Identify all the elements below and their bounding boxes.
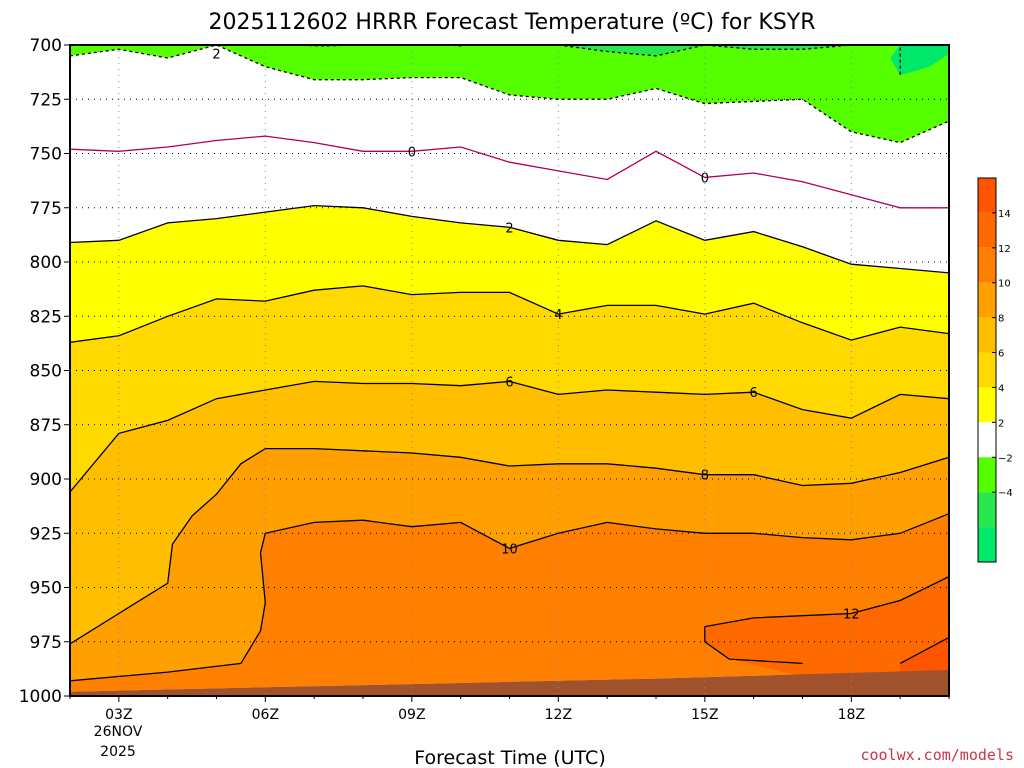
ground-surface xyxy=(70,670,949,696)
x-tick-label: 09Z xyxy=(398,707,425,723)
x-date-line1: 26NOV xyxy=(94,724,143,740)
isotherm-line xyxy=(70,513,949,682)
isotherm-line xyxy=(899,636,949,664)
colorbar-segment xyxy=(978,422,996,458)
colorbar-segment xyxy=(978,178,996,213)
x-tick-label: 06Z xyxy=(252,707,279,723)
isotherm-line xyxy=(704,626,803,665)
band-14-16 xyxy=(900,637,949,673)
contour-label: 6 xyxy=(505,375,513,390)
colorbar: 14 12 10 8 6 4 2 −2 −4 xyxy=(977,177,1013,563)
colorbar-tick-label: 12 xyxy=(998,244,1011,255)
contour-label-text: 2 xyxy=(505,221,513,236)
y-tick-label: 750 xyxy=(30,145,62,165)
y-tick-label: 975 xyxy=(30,633,62,653)
isotherm-line xyxy=(70,285,949,343)
colorbar-segment xyxy=(978,387,996,423)
contour-label: 8 xyxy=(701,469,709,484)
colorbar-tick-label: 4 xyxy=(998,383,1004,394)
y-tick-label: 950 xyxy=(30,579,62,599)
contour-label: 6 xyxy=(750,386,758,401)
contour-label: 2 xyxy=(212,48,220,63)
contour-label-text: 0 xyxy=(408,145,416,160)
band-lt-m4 xyxy=(890,45,949,76)
colorbar-segment xyxy=(978,527,996,562)
contour-label-text: 4 xyxy=(554,308,562,323)
y-tick-label: 825 xyxy=(30,307,62,327)
colorbar-tick-label: 6 xyxy=(998,349,1004,360)
contour-label-text: 6 xyxy=(505,375,513,390)
x-tick-label: 03Z xyxy=(105,707,132,723)
colorbar-segment xyxy=(978,457,996,493)
band-4-6 xyxy=(70,285,949,492)
colorbar-tick-label: 2 xyxy=(998,418,1004,429)
y-tick-label: 850 xyxy=(30,362,62,382)
isotherm-line xyxy=(70,135,949,209)
y-tick-label: 725 xyxy=(30,90,62,110)
isotherm-line xyxy=(558,45,852,57)
colorbar-tick-label: 10 xyxy=(998,279,1011,290)
isotherm-line xyxy=(70,380,949,493)
y-tick-label: 925 xyxy=(30,524,62,544)
colorbar-frame xyxy=(977,177,997,563)
contour-label: 10 xyxy=(501,542,518,557)
y-tick-label: 900 xyxy=(30,470,62,490)
colorbar-segment xyxy=(978,212,996,248)
colorbar-tick-label: 8 xyxy=(998,314,1004,325)
colorbar-segment xyxy=(978,492,996,528)
contour-label-text: 2 xyxy=(212,48,220,63)
y-tick-label: 875 xyxy=(30,416,62,436)
band-0-2 xyxy=(70,45,949,273)
contour-label: 2 xyxy=(505,221,513,236)
y-tick-label: 775 xyxy=(30,199,62,219)
colorbar-segment xyxy=(978,247,996,283)
contour-label: 0 xyxy=(408,145,416,160)
band-m2-0 xyxy=(70,45,949,143)
contour-label-text: 12 xyxy=(843,608,860,623)
band-12-14 xyxy=(704,576,949,677)
isotherm-line xyxy=(70,204,949,274)
isotherm-line xyxy=(704,576,949,628)
contour-label-text: 8 xyxy=(701,469,709,484)
plot-area: 2 0 0 2 4 6 6 8 10 12 xyxy=(69,44,950,697)
chart-title: 2025112602 HRRR Forecast Temperature (ºC… xyxy=(208,10,815,35)
contour-label: 12 xyxy=(843,608,860,623)
contour-label: 4 xyxy=(554,308,562,323)
x-axis-label: Forecast Time (UTC) xyxy=(414,747,605,768)
x-axis: 26NOV 2025 03Z 06Z 09Z 12Z 15Z 18Z xyxy=(69,696,950,760)
colorbar-segment xyxy=(978,282,996,318)
y-tick-label: 800 xyxy=(30,253,62,273)
x-tick-label: 15Z xyxy=(691,707,718,723)
isotherm-line xyxy=(70,45,949,144)
colorbar-tick-label: −4 xyxy=(998,488,1013,499)
contour-label: 0 xyxy=(701,171,709,186)
contour-label-text: 10 xyxy=(501,542,518,557)
x-tick-label: 18Z xyxy=(838,707,865,723)
credit-text: coolwx.com/models xyxy=(860,746,1014,764)
colorbar-tick-label: 14 xyxy=(998,209,1011,220)
x-tick-label: 12Z xyxy=(545,707,572,723)
grid xyxy=(70,45,949,696)
colorbar-segment xyxy=(978,317,996,353)
x-date-line2: 2025 xyxy=(100,744,136,760)
isotherm-line xyxy=(70,447,949,645)
y-tick-label: 700 xyxy=(30,36,62,56)
y-axis: 700 725 750 775 800 825 850 875 900 925 950 975 1000 xyxy=(19,36,70,707)
contour-label-text: 6 xyxy=(750,386,758,401)
band-8-10 xyxy=(70,448,949,681)
contour-label-text: 0 xyxy=(701,171,709,186)
band-6-8 xyxy=(70,381,949,644)
colorbar-tick-label: −2 xyxy=(998,453,1013,464)
y-tick-label: 1000 xyxy=(19,687,62,707)
colorbar-segment xyxy=(978,352,996,388)
